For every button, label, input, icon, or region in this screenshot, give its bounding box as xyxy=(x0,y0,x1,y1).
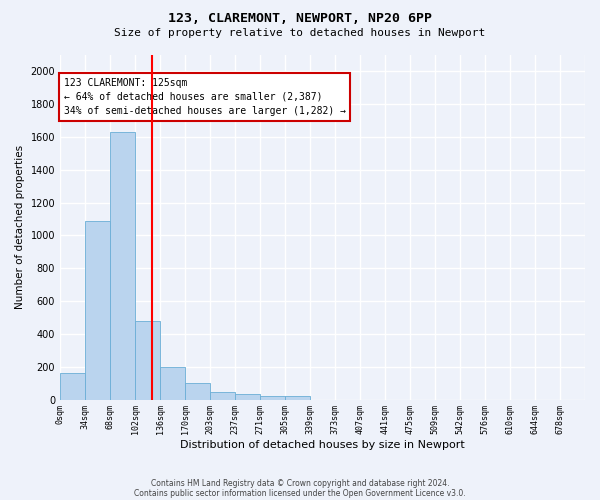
Text: 123 CLAREMONT: 125sqm
← 64% of detached houses are smaller (2,387)
34% of semi-d: 123 CLAREMONT: 125sqm ← 64% of detached … xyxy=(64,78,346,116)
Bar xyxy=(110,132,135,400)
X-axis label: Distribution of detached houses by size in Newport: Distribution of detached houses by size … xyxy=(180,440,465,450)
Text: Contains public sector information licensed under the Open Government Licence v3: Contains public sector information licen… xyxy=(134,488,466,498)
Y-axis label: Number of detached properties: Number of detached properties xyxy=(15,145,25,310)
Bar xyxy=(285,396,310,400)
Text: Contains HM Land Registry data © Crown copyright and database right 2024.: Contains HM Land Registry data © Crown c… xyxy=(151,478,449,488)
Text: 123, CLAREMONT, NEWPORT, NP20 6PP: 123, CLAREMONT, NEWPORT, NP20 6PP xyxy=(168,12,432,26)
Bar xyxy=(260,396,285,400)
Text: Size of property relative to detached houses in Newport: Size of property relative to detached ho… xyxy=(115,28,485,38)
Bar xyxy=(160,367,185,400)
Bar xyxy=(210,392,235,400)
Bar xyxy=(235,394,260,400)
Bar xyxy=(85,220,110,400)
Bar xyxy=(185,383,210,400)
Bar xyxy=(60,372,85,400)
Bar xyxy=(135,321,160,400)
